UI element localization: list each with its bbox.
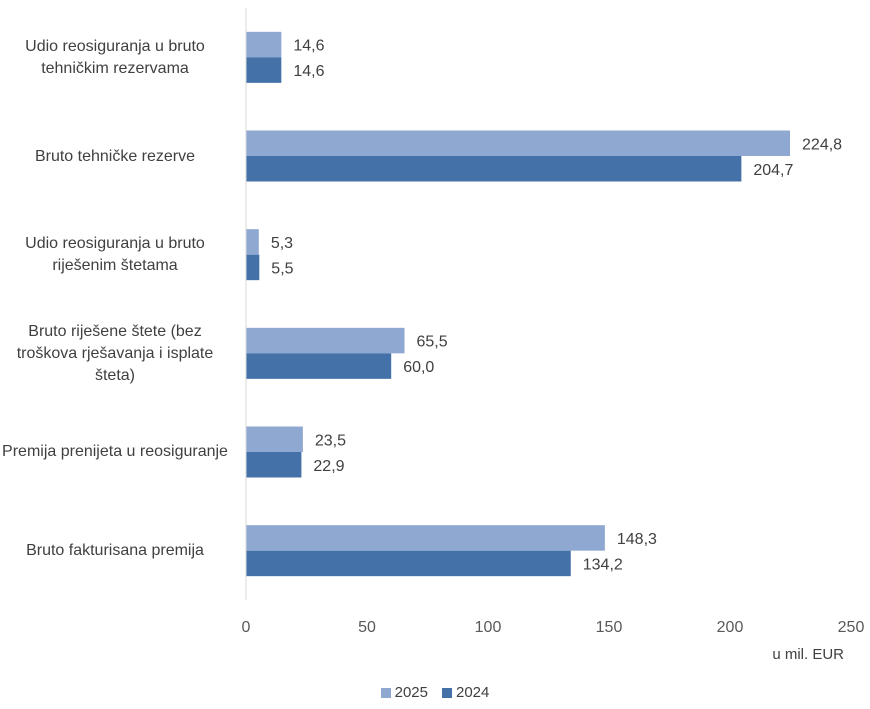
bar [246,31,282,58]
category-label: Udio reosiguranja u bruto tehničkim reze… [25,38,205,77]
category-label: Premija prenijeta u reosiguranje [2,443,228,460]
x-axis-unit-label: u mil. EUR [772,646,844,663]
category-label: Udio reosiguranja u bruto riješenim štet… [25,235,205,274]
data-label: 60,0 [403,359,434,376]
x-tick-label: 50 [358,619,376,636]
category-label: Bruto riješene štete (bez troškova rješa… [16,323,214,384]
bar [246,156,742,182]
data-label: 14,6 [293,38,324,55]
bar [246,550,571,577]
legend-item-2024: 2024 [442,684,489,701]
data-label: 5,3 [271,235,293,252]
data-label: 224,8 [802,136,842,153]
bar [246,130,791,156]
category-label: Bruto tehničke rezerve [34,148,196,165]
x-tick-label: 0 [242,619,251,636]
bar [246,57,282,83]
data-label: 65,5 [417,334,448,351]
data-label: 14,6 [293,63,324,80]
legend-label: 2024 [456,684,490,701]
data-label: 148,3 [617,531,657,548]
legend-swatch [380,687,391,698]
legend-swatch [442,687,452,698]
bar [246,525,605,551]
data-label: 23,5 [315,432,346,449]
bar [246,452,302,478]
bar [246,327,405,354]
data-label: 22,9 [313,458,344,475]
data-label: 5,5 [271,260,293,277]
bar [246,229,259,255]
x-tick-label: 100 [475,619,502,636]
bar [246,426,303,452]
x-tick-label: 250 [838,619,865,636]
data-label: 204,7 [753,162,793,179]
legend-label: 2025 [394,684,428,701]
x-tick-label: 200 [717,619,744,636]
legend-item-2025: 2025 [380,684,428,701]
bar [246,353,392,379]
data-label: 134,2 [583,556,623,573]
bar [246,254,260,281]
legend: 2025 2024 [0,684,870,701]
x-tick-label: 150 [596,619,623,636]
category-label: Bruto fakturisana premija [26,542,204,559]
